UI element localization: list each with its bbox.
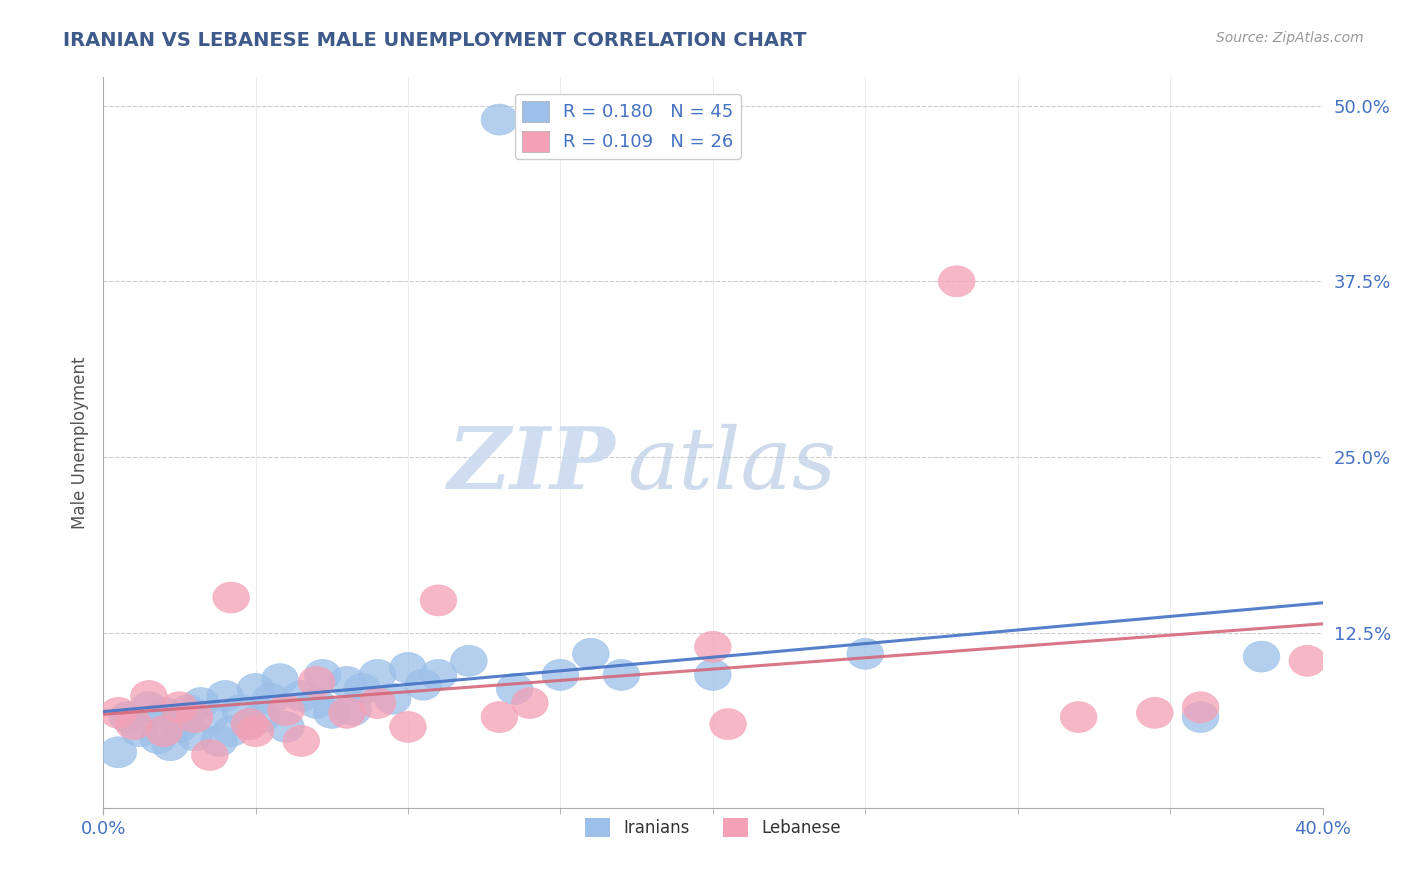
Ellipse shape [110, 702, 146, 732]
Ellipse shape [572, 639, 609, 669]
Ellipse shape [262, 664, 298, 695]
Ellipse shape [512, 688, 548, 718]
Ellipse shape [170, 695, 207, 725]
Ellipse shape [1060, 702, 1097, 732]
Text: ZIP: ZIP [447, 423, 616, 507]
Ellipse shape [267, 712, 304, 742]
Ellipse shape [329, 666, 366, 698]
Ellipse shape [146, 715, 183, 747]
Ellipse shape [162, 712, 198, 742]
Ellipse shape [451, 646, 488, 676]
Ellipse shape [201, 725, 238, 756]
Ellipse shape [938, 266, 974, 297]
Ellipse shape [710, 708, 747, 739]
Ellipse shape [191, 702, 228, 732]
Text: atlas: atlas [627, 424, 837, 506]
Ellipse shape [314, 698, 350, 728]
Ellipse shape [176, 702, 212, 732]
Ellipse shape [603, 659, 640, 690]
Text: Source: ZipAtlas.com: Source: ZipAtlas.com [1216, 31, 1364, 45]
Ellipse shape [298, 688, 335, 718]
Ellipse shape [207, 681, 243, 712]
Ellipse shape [131, 692, 167, 723]
Ellipse shape [335, 695, 371, 725]
Ellipse shape [238, 715, 274, 747]
Y-axis label: Male Unemployment: Male Unemployment [72, 357, 89, 529]
Ellipse shape [183, 688, 219, 718]
Ellipse shape [1182, 692, 1219, 723]
Ellipse shape [253, 683, 290, 714]
Ellipse shape [481, 104, 517, 135]
Ellipse shape [231, 708, 267, 739]
Ellipse shape [231, 708, 267, 739]
Ellipse shape [162, 706, 198, 737]
Ellipse shape [131, 681, 167, 712]
Ellipse shape [1243, 641, 1279, 672]
Ellipse shape [238, 673, 274, 705]
Ellipse shape [162, 692, 198, 723]
Ellipse shape [152, 730, 188, 761]
Ellipse shape [695, 659, 731, 690]
Ellipse shape [100, 737, 136, 768]
Ellipse shape [115, 708, 152, 739]
Ellipse shape [496, 673, 533, 705]
Ellipse shape [420, 659, 457, 690]
Ellipse shape [243, 702, 280, 732]
Ellipse shape [420, 585, 457, 615]
Ellipse shape [389, 712, 426, 742]
Ellipse shape [329, 698, 366, 728]
Ellipse shape [304, 659, 340, 690]
Legend: Iranians, Lebanese: Iranians, Lebanese [578, 812, 848, 844]
Ellipse shape [1136, 698, 1173, 728]
Ellipse shape [359, 659, 395, 690]
Ellipse shape [405, 669, 441, 700]
Ellipse shape [222, 695, 259, 725]
Ellipse shape [212, 715, 249, 747]
Ellipse shape [543, 659, 579, 690]
Ellipse shape [344, 673, 381, 705]
Ellipse shape [374, 683, 411, 714]
Ellipse shape [359, 688, 395, 718]
Ellipse shape [481, 702, 517, 732]
Ellipse shape [283, 681, 319, 712]
Ellipse shape [121, 715, 157, 747]
Ellipse shape [283, 725, 319, 756]
Ellipse shape [146, 698, 183, 728]
Ellipse shape [139, 723, 176, 754]
Ellipse shape [212, 582, 249, 613]
Ellipse shape [298, 666, 335, 698]
Text: IRANIAN VS LEBANESE MALE UNEMPLOYMENT CORRELATION CHART: IRANIAN VS LEBANESE MALE UNEMPLOYMENT CO… [63, 31, 807, 50]
Ellipse shape [267, 695, 304, 725]
Ellipse shape [1289, 646, 1326, 676]
Ellipse shape [100, 698, 136, 728]
Ellipse shape [695, 632, 731, 662]
Ellipse shape [176, 720, 212, 751]
Ellipse shape [389, 652, 426, 683]
Ellipse shape [191, 739, 228, 771]
Ellipse shape [846, 639, 883, 669]
Ellipse shape [1182, 702, 1219, 732]
